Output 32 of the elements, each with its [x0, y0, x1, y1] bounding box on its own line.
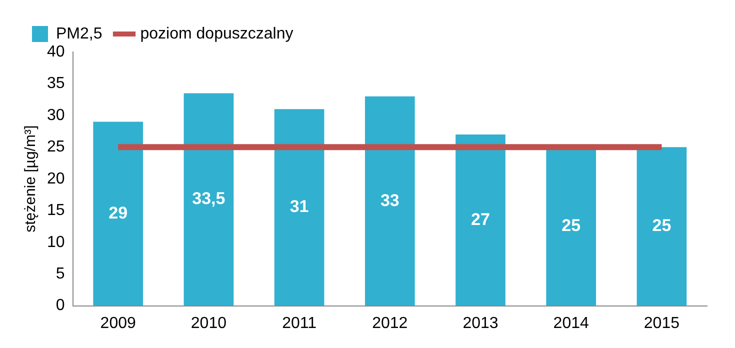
x-tick-label: 2013	[462, 314, 498, 332]
y-tick-label: 0	[56, 297, 65, 314]
legend-label: PM2,5	[56, 25, 102, 42]
x-tick-label: 2015	[644, 314, 680, 332]
legend-label: poziom dopuszczalny	[140, 25, 294, 42]
x-tick-label: 2012	[372, 314, 408, 332]
bar	[274, 109, 324, 306]
x-tick-label: 2011	[282, 314, 317, 332]
bar	[456, 134, 506, 306]
data-label: 31	[290, 197, 309, 216]
y-tick-label: 25	[47, 138, 65, 156]
data-label: 33,5	[192, 189, 226, 208]
data-label: 27	[471, 210, 490, 229]
data-label: 29	[108, 203, 128, 222]
data-label: 25	[562, 216, 581, 236]
y-tick-label: 40	[47, 43, 65, 60]
x-tick-label: 2014	[553, 314, 589, 332]
x-tick-label: 2010	[190, 314, 227, 332]
bar	[93, 122, 144, 306]
y-tick-label: 30	[47, 106, 65, 124]
y-tick-label: 5	[56, 265, 65, 282]
y-tick-label: 35	[47, 75, 65, 92]
bar	[184, 93, 234, 306]
y-axis-title: stężenie [µg/m³]	[22, 125, 40, 232]
x-tick-label: 2009	[100, 314, 136, 332]
data-label: 25	[652, 216, 672, 236]
y-tick-label: 10	[47, 234, 65, 251]
bar	[364, 96, 415, 306]
bar	[636, 147, 687, 306]
y-tick-label: 20	[47, 170, 65, 188]
y-tick-label: 15	[47, 202, 65, 220]
data-label: 33	[380, 190, 400, 210]
